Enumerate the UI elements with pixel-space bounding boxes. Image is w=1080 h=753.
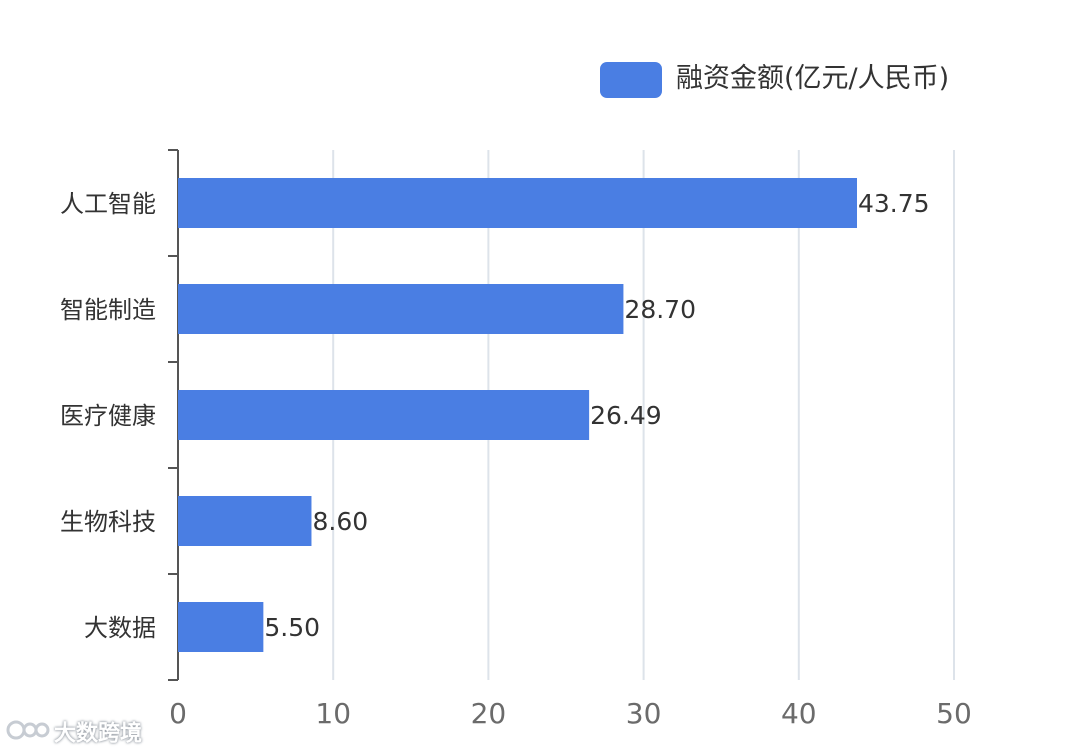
bar-value-label: 26.49 (590, 401, 662, 430)
x-tick-label: 50 (936, 697, 972, 730)
bar-value-label: 28.70 (624, 295, 696, 324)
bar (178, 496, 312, 546)
bar (178, 284, 624, 334)
y-tick-label: 智能制造 (60, 296, 156, 324)
bar (178, 390, 590, 440)
x-tick-label: 20 (471, 697, 507, 730)
legend-label: 融资金额(亿元/人民币) (676, 63, 950, 94)
y-tick-label: 人工智能 (60, 190, 156, 218)
legend-swatch (600, 62, 662, 98)
watermark: 大数跨境 (6, 718, 142, 751)
bar (178, 602, 264, 652)
x-tick-label: 10 (315, 697, 351, 730)
x-tick-label: 0 (169, 697, 187, 730)
y-tick-label: 医疗健康 (60, 402, 156, 430)
y-tick-label: 大数据 (84, 614, 156, 642)
bar-value-label: 8.60 (312, 507, 368, 536)
watermark-text: 大数跨境 (54, 721, 143, 747)
bar-value-label: 5.50 (264, 613, 320, 642)
y-tick-label: 生物科技 (60, 508, 156, 536)
watermark-logo-icon (6, 718, 50, 751)
x-tick-label: 40 (781, 697, 817, 730)
bar (178, 178, 857, 228)
x-tick-label: 30 (626, 697, 662, 730)
bar-value-label: 43.75 (858, 189, 930, 218)
